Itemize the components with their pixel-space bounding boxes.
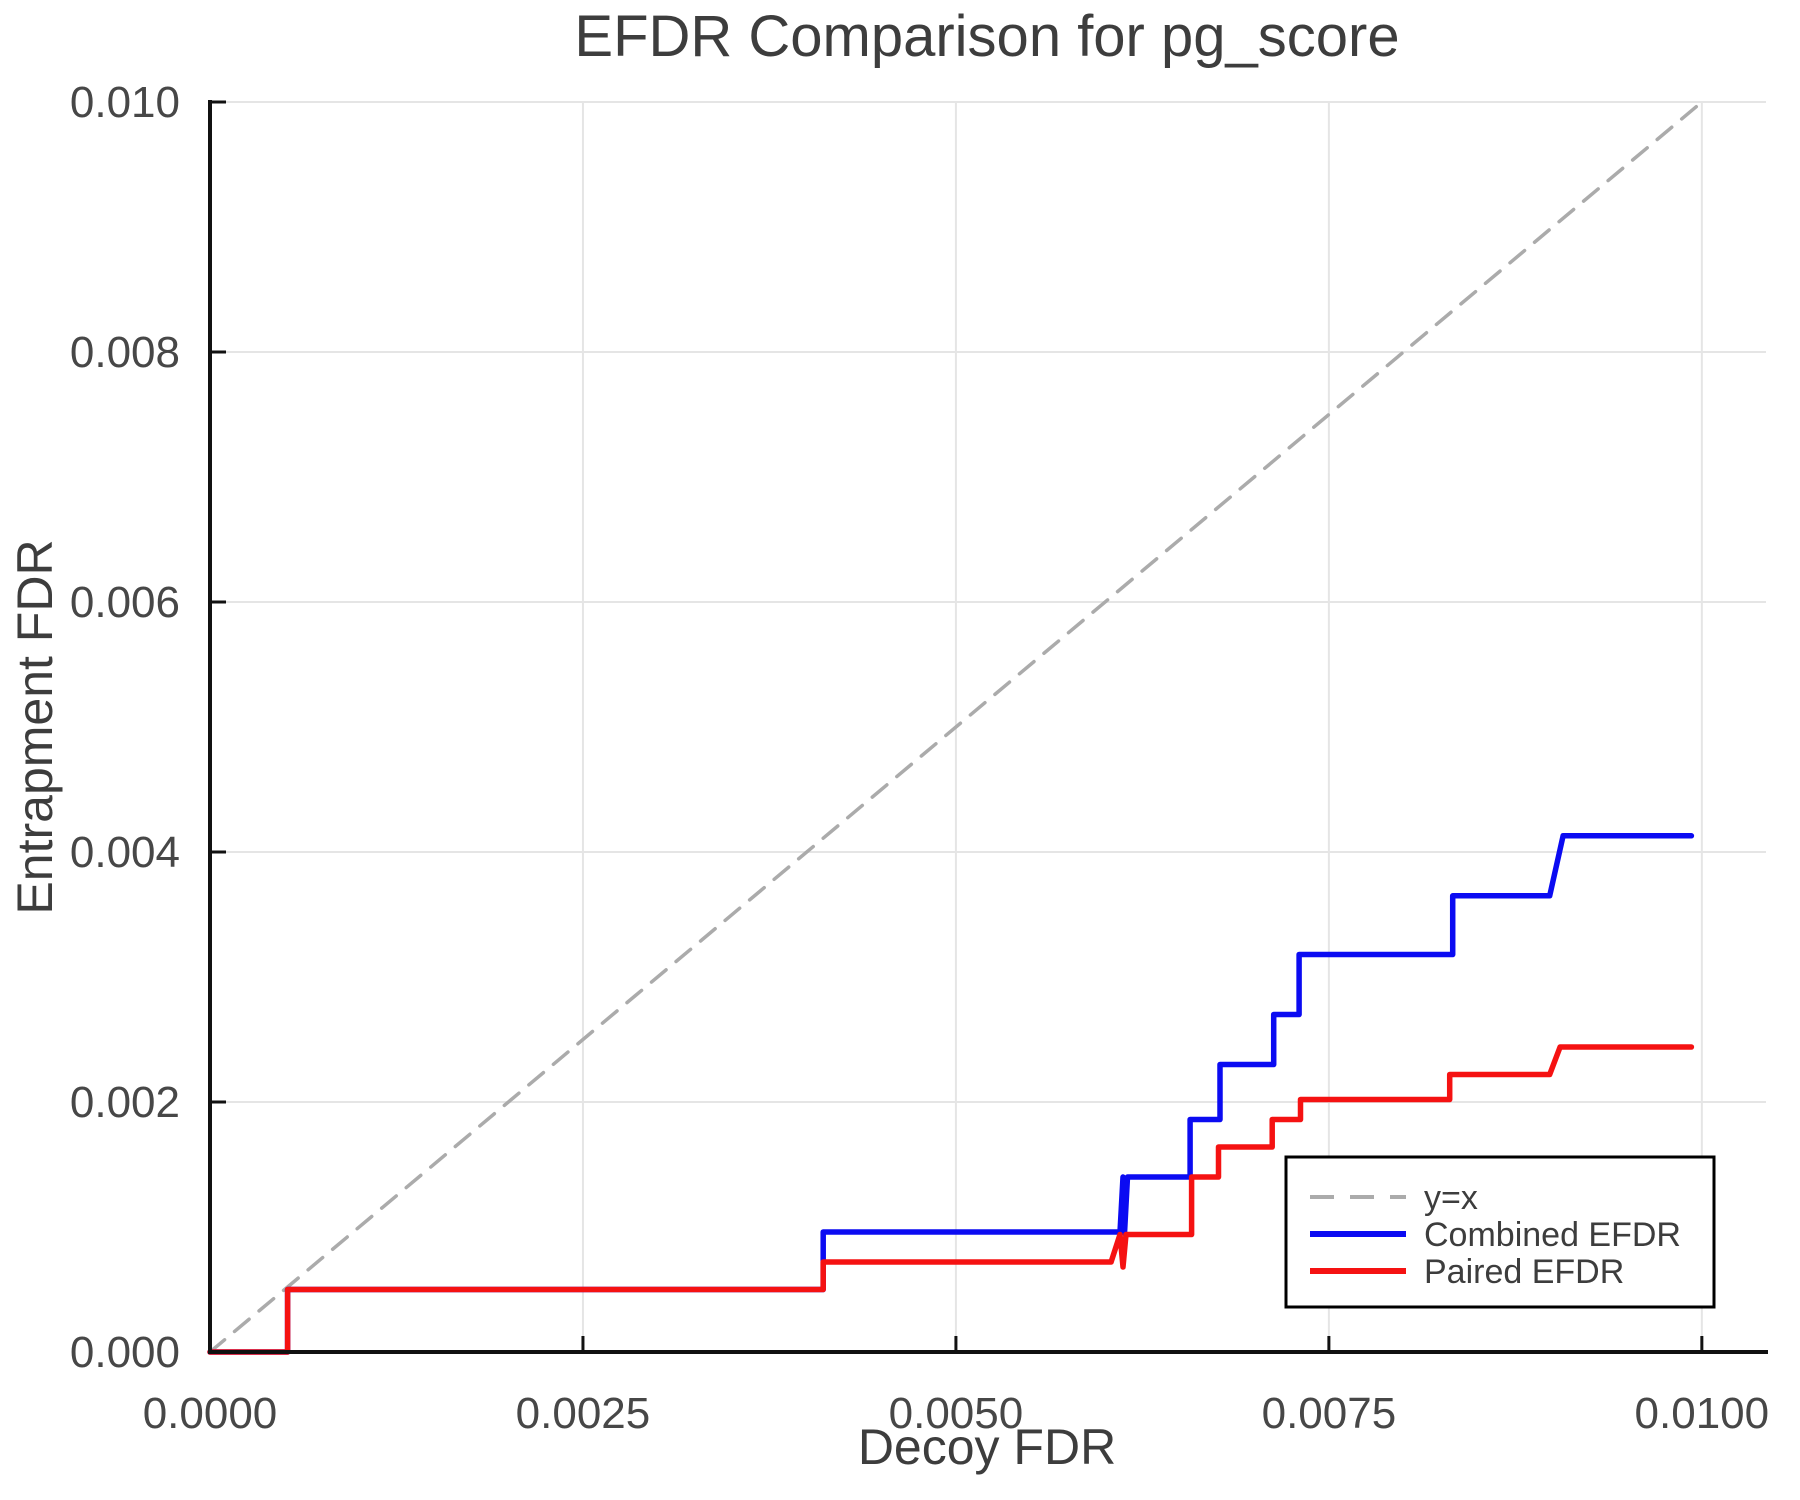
y-tick-label: 0.008: [70, 328, 180, 377]
y-tick-label: 0.004: [70, 828, 180, 877]
legend-label: Combined EFDR: [1424, 1216, 1681, 1254]
x-tick-label: 0.0100: [1635, 1389, 1770, 1438]
x-tick-label: 0.0025: [516, 1389, 651, 1438]
chart-title: EFDR Comparison for pg_score: [574, 4, 1399, 69]
y-axis-label: Entrapment FDR: [7, 539, 63, 914]
x-tick-label: 0.0000: [143, 1389, 278, 1438]
x-tick-label: 0.0075: [1262, 1389, 1397, 1438]
axes: 0.0000 0.0025 0.0050 0.0075 0.0100 0.000 0.002…: [70, 78, 1769, 1438]
legend-label: Paired EFDR: [1424, 1253, 1624, 1291]
y-tick-label: 0.006: [70, 578, 180, 627]
y-tick-label: 0.002: [70, 1078, 180, 1127]
series-lines: [207, 100, 1704, 1355]
y-tick-label: 0.000: [70, 1328, 180, 1377]
legend-label: y=x: [1424, 1179, 1478, 1217]
y-tick-label: 0.010: [70, 78, 180, 127]
x-tick-label: 0.0050: [889, 1389, 1024, 1438]
y-x-line: [208, 100, 1704, 1354]
x-axis-label: Decoy FDR: [858, 1419, 1116, 1475]
paired-efdr-line: [207, 1044, 1695, 1355]
